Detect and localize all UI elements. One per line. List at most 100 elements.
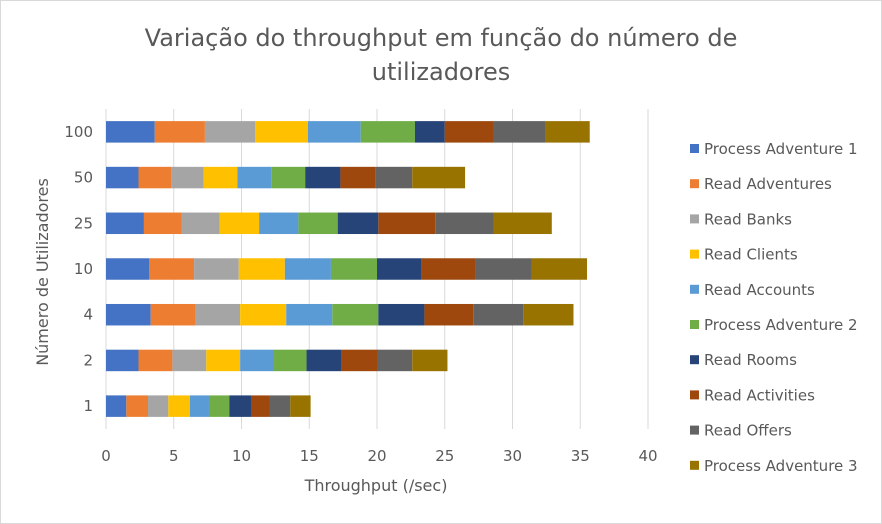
y-tick-label-100: 100 [64, 123, 93, 141]
bar-2-series-10 [412, 349, 448, 372]
bar-10-series-7 [377, 258, 422, 280]
bar-100-series-9 [493, 121, 546, 143]
chart-title-line-2: utilizadores [372, 58, 510, 86]
bar-50-series-3 [171, 166, 204, 189]
legend-label-3: Read Banks [704, 210, 792, 228]
bar-100-series-3 [204, 121, 256, 143]
bar-2-series-1 [106, 349, 139, 372]
bar-10-series-10 [531, 258, 588, 280]
bar-1-series-9 [269, 395, 291, 417]
x-tick-label-15: 15 [300, 447, 319, 465]
bar-50-series-1 [106, 166, 139, 189]
legend-label-4: Read Clients [704, 246, 798, 264]
y-tick-label-10: 10 [74, 260, 93, 278]
x-axis-title: Throughput (/sec) [304, 476, 448, 495]
y-tick-label-50: 50 [74, 169, 93, 187]
legend-label-9: Read Offers [704, 422, 792, 440]
legend-label-2: Read Adventures [704, 175, 832, 193]
bar-1-series-3 [148, 395, 169, 417]
bar-4-series-2 [150, 303, 196, 326]
bar-10-series-2 [149, 258, 195, 280]
x-tick-label-0: 0 [101, 447, 111, 465]
bar-1-series-1 [106, 395, 127, 417]
bar-50-series-7 [305, 166, 341, 189]
x-tick-label-10: 10 [232, 447, 251, 465]
y-tick-label-2: 2 [83, 351, 93, 369]
bar-4-series-6 [332, 303, 379, 326]
legend-swatch-10 [690, 460, 699, 470]
bar-4-series-4 [240, 303, 287, 326]
bar-4-series-3 [195, 303, 241, 326]
y-tick-label-1: 1 [83, 397, 93, 415]
x-axis-ticks: 0 5 10 15 20 25 30 35 40 [101, 447, 657, 465]
legend-label-5: Read Accounts [704, 281, 815, 299]
chart-title-line-1: Variação do throughput em função do núme… [145, 24, 738, 52]
bar-2-series-5 [240, 349, 275, 372]
bar-50-series-5 [237, 166, 272, 189]
legend-swatch-3 [690, 214, 699, 224]
bar-1-series-5 [190, 395, 209, 417]
legend-label-6: Process Adventure 2 [704, 316, 858, 334]
bar-25-series-5 [259, 212, 299, 235]
bar-2-series-6 [274, 349, 307, 372]
x-tick-label-20: 20 [367, 447, 386, 465]
bar-25-series-7 [337, 212, 379, 235]
bar-25-series-2 [143, 212, 182, 235]
bar-25-series-3 [181, 212, 220, 235]
bar-50-series-8 [340, 166, 376, 189]
bar-4-series-1 [106, 303, 151, 326]
bar-1-series-8 [250, 395, 270, 417]
y-axis-title: Número de Utilizadores [33, 178, 52, 366]
bar-2-series-9 [377, 349, 413, 372]
bar-25-series-9 [435, 212, 494, 235]
legend-swatch-2 [690, 179, 699, 189]
bar-1-series-2 [126, 395, 149, 417]
bar-4-series-5 [286, 303, 333, 326]
x-tick-label-25: 25 [435, 447, 454, 465]
bar-4-series-9 [473, 303, 524, 326]
y-tick-label-25: 25 [74, 214, 93, 232]
bar-50-series-6 [271, 166, 306, 189]
legend-swatch-9 [690, 425, 699, 435]
bar-100-series-4 [255, 121, 308, 143]
bar-2-series-7 [306, 349, 342, 372]
bar-100-series-8 [444, 121, 494, 143]
bar-10-series-6 [330, 258, 377, 280]
y-axis-ticks: 1 2 4 10 25 50 100 [64, 123, 93, 415]
legend-label-8: Read Activities [704, 386, 815, 404]
bar-2-series-4 [206, 349, 241, 372]
bar-50-series-10 [412, 166, 466, 189]
bar-25-series-1 [106, 212, 144, 235]
bar-25-series-6 [298, 212, 338, 235]
bar-2-series-8 [341, 349, 377, 372]
bar-100-series-2 [154, 121, 205, 143]
bar-10-series-8 [421, 258, 476, 280]
legend-swatch-7 [690, 355, 699, 365]
bar-2-series-3 [172, 349, 207, 372]
legend-swatch-4 [690, 249, 699, 259]
bar-4-series-8 [424, 303, 474, 326]
bar-25-series-8 [378, 212, 436, 235]
bar-1-series-10 [290, 395, 311, 417]
bar-10-series-1 [106, 258, 150, 280]
x-tick-label-35: 35 [571, 447, 590, 465]
bar-10-series-5 [284, 258, 331, 280]
bar-10-series-3 [194, 258, 239, 280]
bar-100-series-1 [106, 121, 155, 143]
bar-100-series-10 [545, 121, 590, 143]
x-tick-label-30: 30 [503, 447, 522, 465]
bar-25-series-4 [219, 212, 260, 235]
bar-1-series-4 [168, 395, 191, 417]
bar-10-series-4 [238, 258, 285, 280]
bar-25-series-10 [493, 212, 552, 235]
bar-2-series-2 [138, 349, 173, 372]
bars [106, 121, 590, 417]
bar-50-series-4 [203, 166, 238, 189]
bar-4-series-7 [378, 303, 425, 326]
bar-100-series-6 [360, 121, 415, 143]
bar-50-series-9 [375, 166, 413, 189]
bar-100-series-7 [414, 121, 445, 143]
x-tick-label-5: 5 [169, 447, 179, 465]
